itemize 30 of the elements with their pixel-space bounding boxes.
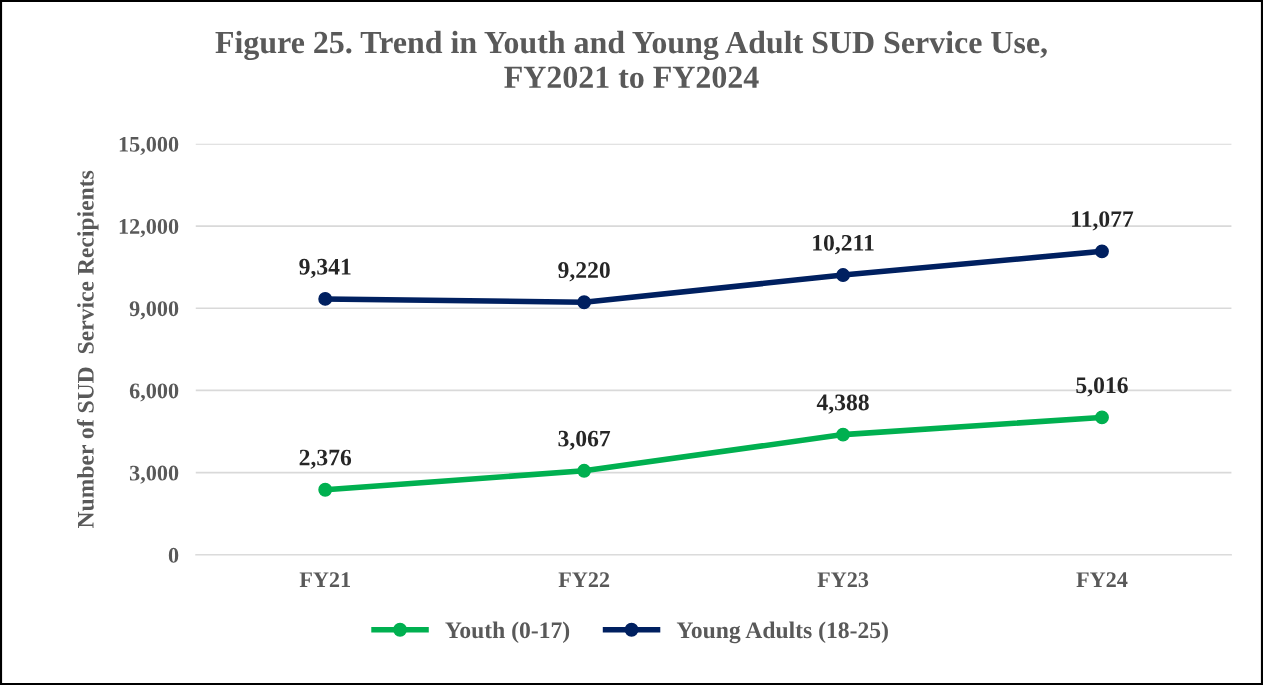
point bbox=[577, 295, 592, 310]
data-label: 9,220 bbox=[558, 262, 610, 282]
y-axis-title: Number of SUD Service Recipients bbox=[76, 170, 99, 529]
point bbox=[836, 427, 850, 442]
data-label: 5,016 bbox=[1076, 377, 1128, 397]
point bbox=[1095, 244, 1109, 259]
data-label: 4,388 bbox=[816, 394, 869, 414]
y-tick-label: 6,000 bbox=[129, 383, 179, 402]
y-tick-label: 9,000 bbox=[129, 301, 179, 320]
y-tick-label: 3,000 bbox=[129, 465, 179, 484]
y-tick-label: 15,000 bbox=[119, 136, 179, 155]
x-tick-label: FY22 bbox=[558, 572, 610, 587]
point bbox=[318, 291, 333, 306]
legend-label: Youth (0-17) bbox=[445, 621, 570, 644]
y-tick-label: 0 bbox=[168, 547, 179, 563]
point bbox=[836, 268, 850, 283]
y-tick-label: 12,000 bbox=[119, 218, 179, 238]
data-label: 2,376 bbox=[299, 449, 352, 469]
point bbox=[1095, 410, 1109, 425]
data-label: 11,077 bbox=[1072, 211, 1134, 231]
legend-label: Young Adults (18-25) bbox=[676, 621, 888, 644]
x-tick-label: FY21 bbox=[299, 572, 350, 587]
data-label: 10,211 bbox=[813, 234, 874, 255]
x-tick-label: FY23 bbox=[817, 572, 869, 588]
data-label: 9,341 bbox=[299, 258, 351, 279]
chart-title: Figure 25. Trend in Youth and Young Adult SUD Service Use, FY2021 to FY2024 bbox=[215, 30, 1047, 89]
point bbox=[318, 482, 333, 497]
data-label: 3,067 bbox=[558, 430, 611, 450]
point bbox=[577, 463, 592, 478]
x-tick-label: FY24 bbox=[1076, 572, 1128, 587]
